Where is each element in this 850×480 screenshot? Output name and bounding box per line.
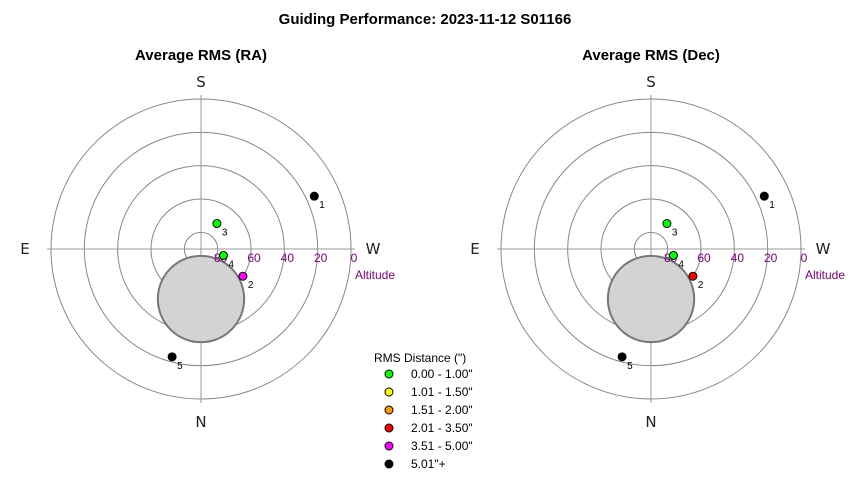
moon-disc — [156, 254, 246, 344]
data-point-4 — [668, 250, 678, 260]
data-point-1 — [759, 191, 769, 201]
moon-disc — [606, 254, 696, 344]
data-point-5 — [167, 352, 177, 362]
altitude-tick-label: 0 — [351, 251, 358, 265]
legend-swatch — [384, 405, 394, 415]
data-point-label: 4 — [678, 259, 684, 270]
altitude-tick-label: 20 — [314, 251, 328, 265]
polar-charts: Average RMS (RA)SNEW806040200Altitude123… — [20, 47, 845, 431]
data-point-label: 2 — [248, 280, 254, 291]
legend-title: RMS Distance (") — [374, 351, 466, 365]
data-point-label: 3 — [672, 228, 678, 239]
data-point-label: 5 — [177, 361, 183, 372]
data-point-2 — [688, 271, 698, 281]
legend-entry: 1.51 - 2.00" — [411, 403, 473, 417]
data-point-label: 3 — [222, 228, 228, 239]
altitude-axis-label: Altitude — [355, 268, 395, 282]
data-point-4 — [218, 250, 228, 260]
legend-entry: 2.01 - 3.50" — [411, 421, 473, 435]
chart-title: Average RMS (RA) — [135, 47, 267, 64]
legend-swatch — [384, 387, 394, 397]
altitude-tick-label: 60 — [247, 251, 261, 265]
compass-south: S — [196, 73, 206, 91]
legend-swatch — [384, 441, 394, 451]
legend-swatch — [384, 369, 394, 379]
data-point-3 — [662, 219, 672, 229]
data-point-label: 2 — [698, 280, 704, 291]
polar-chart-dec: Average RMS (Dec)SNEW806040200Altitude12… — [470, 47, 845, 431]
altitude-tick-label: 0 — [801, 251, 808, 265]
legend-swatch — [384, 459, 394, 469]
altitude-tick-label: 40 — [731, 251, 745, 265]
altitude-tick-label: 20 — [764, 251, 778, 265]
data-point-2 — [238, 271, 248, 281]
altitude-tick-label: 60 — [697, 251, 711, 265]
altitude-tick-label: 40 — [281, 251, 295, 265]
compass-west: W — [816, 240, 831, 258]
legend-entry: 1.01 - 1.50" — [411, 385, 473, 399]
altitude-axis-label: Altitude — [805, 268, 845, 282]
compass-north: N — [645, 413, 656, 431]
polar-chart-ra: Average RMS (RA)SNEW806040200Altitude123… — [20, 47, 395, 431]
chart-title: Average RMS (Dec) — [582, 47, 720, 64]
legend-entry: 5.01"+ — [411, 457, 446, 471]
data-point-5 — [617, 352, 627, 362]
compass-east: E — [20, 240, 29, 258]
data-point-1 — [309, 191, 319, 201]
data-point-label: 5 — [627, 361, 633, 372]
legend-swatch — [384, 423, 394, 433]
figure-title: Guiding Performance: 2023-11-12 S01166 — [279, 11, 572, 28]
compass-west: W — [366, 240, 381, 258]
data-point-label: 1 — [319, 200, 325, 211]
data-point-3 — [212, 219, 222, 229]
compass-north: N — [195, 413, 206, 431]
compass-south: S — [646, 73, 656, 91]
rms-legend: RMS Distance (") 0.00 - 1.00" 1.01 - 1.50"… — [374, 351, 473, 471]
legend-entry: 3.51 - 5.00" — [411, 439, 473, 453]
data-point-label: 4 — [228, 259, 234, 270]
compass-east: E — [470, 240, 479, 258]
data-point-label: 1 — [769, 200, 775, 211]
legend-entry: 0.00 - 1.00" — [411, 367, 473, 381]
